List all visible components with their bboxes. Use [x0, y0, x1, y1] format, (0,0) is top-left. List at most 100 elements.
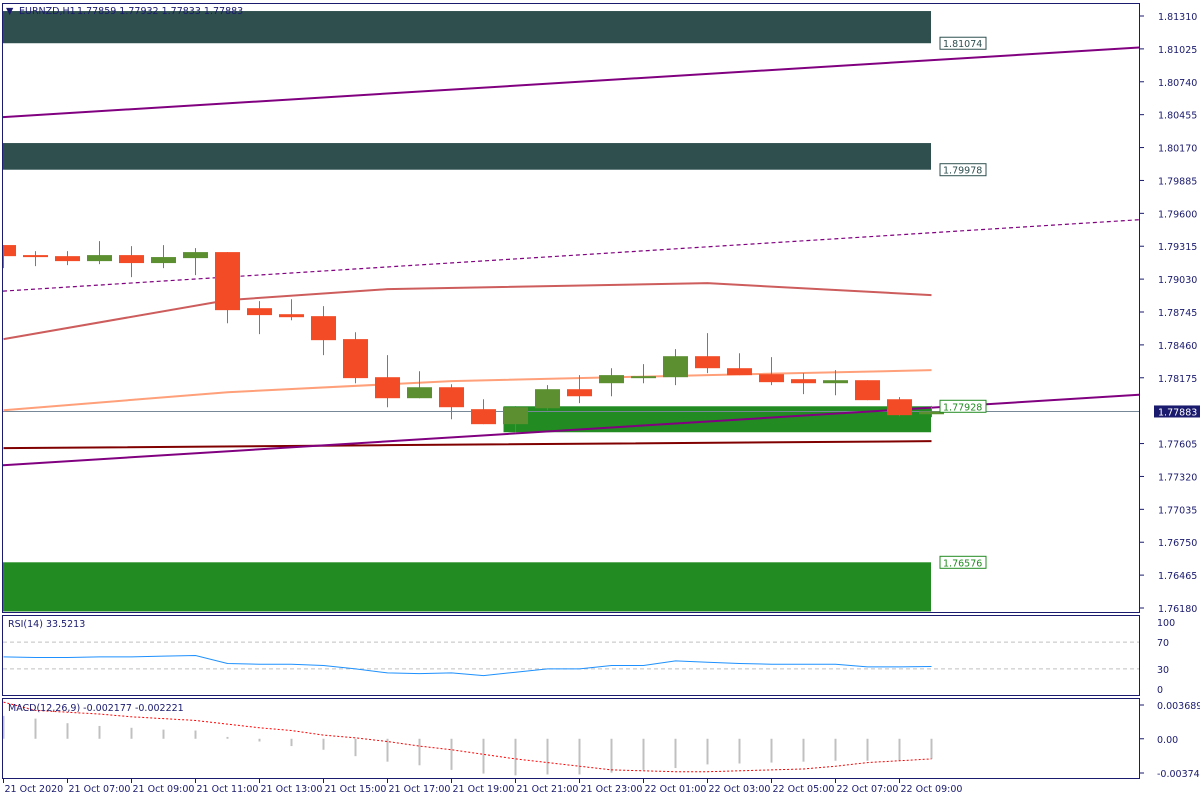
rsi-panel-frame: [2, 615, 1140, 696]
time-tick-label: 21 Oct 11:00: [197, 784, 259, 795]
time-tick-label: 21 Oct 23:00: [581, 784, 643, 795]
symbol-label: EURNZD,H1: [19, 6, 76, 17]
candle: [3, 245, 16, 269]
candle: [727, 353, 752, 376]
price-tick-label: 1.79885: [1158, 176, 1197, 187]
candle-body: [23, 255, 48, 258]
price-tick-label: 1.80170: [1158, 144, 1197, 155]
ohlc-values: 1.77859 1.77932 1.77833 1.77883: [77, 6, 243, 17]
price-tick-label: 1.80455: [1158, 111, 1197, 122]
price-tick-label: 1.77605: [1158, 440, 1197, 451]
candle: [759, 357, 784, 386]
zone-price-label: 1.81074: [943, 39, 982, 50]
moving-average-line: [3, 369, 932, 412]
candle: [599, 368, 624, 397]
candle-body: [727, 368, 752, 376]
time-tick-label: 22 Oct 05:00: [773, 784, 835, 795]
candle-body: [311, 316, 336, 341]
time-tick-label: 21 Oct 2020: [5, 784, 64, 795]
channel-line: [3, 219, 1139, 292]
price-tick-label: 1.76465: [1158, 571, 1197, 582]
rsi-tick-label: 0: [1157, 685, 1163, 696]
price-tick-label: 1.76750: [1158, 538, 1197, 549]
main-price-panel[interactable]: [0, 11, 1180, 612]
zone-price-label-box: [939, 555, 987, 569]
candle-body: [567, 389, 592, 397]
macd-tick-label: 0.003689: [1157, 701, 1200, 712]
current-price-badge: [1154, 405, 1200, 418]
candle-body: [87, 255, 112, 262]
candle: [247, 301, 272, 335]
rsi-label: RSI(14) 33.5213: [8, 619, 85, 630]
candle-body: [183, 252, 208, 259]
candle: [55, 251, 80, 266]
time-tick-label: 21 Oct 17:00: [389, 784, 451, 795]
candle: [791, 373, 816, 395]
candle-body: [279, 314, 304, 318]
candle: [855, 380, 880, 401]
rsi-tick-label: 30: [1157, 665, 1169, 676]
candle: [823, 370, 848, 396]
price-tick-label: 1.81310: [1158, 12, 1197, 23]
candle-body: [343, 339, 368, 379]
zone-price-label: 1.76576: [943, 558, 982, 569]
current-price-label: 1.77883: [1158, 407, 1197, 418]
zone-price-label: 1.77928: [943, 402, 982, 413]
candle: [407, 371, 432, 399]
moving-average-line: [3, 282, 932, 341]
candle-body: [439, 387, 464, 408]
candle: [503, 406, 528, 434]
time-tick-label: 22 Oct 01:00: [645, 784, 707, 795]
candle: [183, 248, 208, 276]
candle: [311, 306, 336, 356]
price-tick-label: 1.78745: [1158, 308, 1197, 319]
candle: [631, 364, 656, 384]
candle: [663, 349, 688, 386]
candle-body: [55, 256, 80, 262]
candle-body: [215, 252, 240, 311]
candle: [567, 375, 592, 404]
candle-body: [791, 379, 816, 384]
rsi-tick-label: 70: [1157, 638, 1169, 649]
time-tick-label: 21 Oct 13:00: [261, 784, 323, 795]
candle-body: [471, 409, 496, 425]
rsi-panel[interactable]: [3, 641, 1139, 677]
price-tick-label: 1.81025: [1158, 45, 1197, 56]
price-tick-label: 1.79030: [1158, 275, 1197, 286]
candle: [919, 405, 944, 418]
macd-signal-line: [3, 701, 932, 773]
price-tick-label: 1.80740: [1158, 78, 1197, 89]
macd-panel[interactable]: [2, 701, 933, 776]
candle: [343, 332, 368, 384]
candle: [375, 355, 400, 408]
price-tick-label: 1.78460: [1158, 341, 1197, 352]
time-tick-label: 21 Oct 19:00: [453, 784, 515, 795]
candle-body: [695, 356, 720, 369]
candle: [215, 252, 240, 324]
price-tick-label: 1.76180: [1158, 604, 1197, 615]
candle-body: [599, 375, 624, 384]
collapse-triangle-icon[interactable]: ▼: [6, 6, 14, 17]
candle-body: [823, 380, 848, 384]
candle: [695, 333, 720, 374]
macd-tick-label: 0.00: [1157, 735, 1178, 746]
demand-zone: [503, 406, 931, 433]
zone-price-label-box: [939, 399, 987, 413]
candle-body: [407, 387, 432, 399]
candle: [439, 384, 464, 420]
macd-panel-frame: [2, 698, 1140, 779]
candle: [87, 241, 112, 265]
main-panel-frame: [2, 3, 1140, 613]
rsi-tick-label: 100: [1157, 618, 1175, 629]
candle: [279, 299, 304, 321]
time-tick-label: 22 Oct 09:00: [901, 784, 963, 795]
macd-label: MACD(12,26,9) -0.002177 -0.002221: [8, 703, 184, 714]
chart-header: ▼ EURNZD,H1 1.77859 1.77932 1.77833 1.77…: [6, 6, 243, 17]
zone-price-label-box: [939, 163, 987, 177]
time-tick-label: 21 Oct 07:00: [69, 784, 131, 795]
candle: [887, 397, 912, 417]
demand-zone: [3, 562, 931, 612]
supply-zone: [3, 143, 931, 170]
candle-body: [119, 255, 144, 264]
